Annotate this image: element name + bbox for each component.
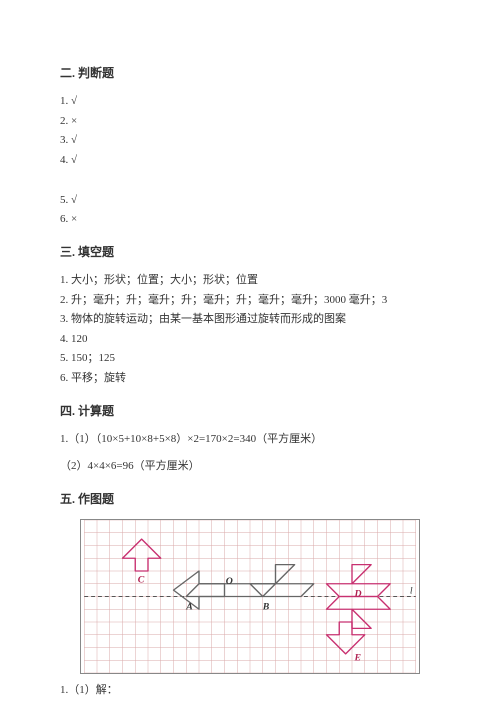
s2-item: 5. √ <box>60 192 440 210</box>
svg-text:A: A <box>185 601 193 612</box>
section3-title: 三. 填空题 <box>60 243 440 262</box>
s2-item: 2. × <box>60 113 440 131</box>
s4-line: （2）4×4×6=96（平方厘米） <box>60 458 440 476</box>
svg-text:E: E <box>354 652 362 663</box>
s2-item: 3. √ <box>60 132 440 150</box>
section4-list: 1.（1）（10×5+10×8+5×8）×2=170×2=340（平方厘米） （… <box>60 431 440 476</box>
s3-item: 5. 150；125 <box>60 350 440 368</box>
diagram-container: l C A O B D E <box>60 519 440 674</box>
section2-list-a: 1. √ 2. × 3. √ 4. √ <box>60 93 440 169</box>
s5-answer-label: 1.（1）解： <box>60 682 440 700</box>
s3-item: 6. 平移；旋转 <box>60 370 440 388</box>
section2-list-b: 5. √ 6. × <box>60 192 440 229</box>
svg-text:B: B <box>262 601 270 612</box>
spacer <box>60 172 440 192</box>
s2-item: 1. √ <box>60 93 440 111</box>
section4-title: 四. 计算题 <box>60 402 440 421</box>
section3-list: 1. 大小；形状；位置；大小；形状；位置 2. 升；毫升；升；毫升；升；毫升；升… <box>60 272 440 388</box>
svg-text:O: O <box>226 576 233 587</box>
svg-text:C: C <box>138 575 145 586</box>
s4-line: 1.（1）（10×5+10×8+5×8）×2=170×2=340（平方厘米） <box>60 431 440 449</box>
s3-item: 1. 大小；形状；位置；大小；形状；位置 <box>60 272 440 290</box>
geometry-diagram: l C A O B D E <box>80 519 420 674</box>
s2-item: 6. × <box>60 211 440 229</box>
s3-item: 4. 120 <box>60 331 440 349</box>
section2-title: 二. 判断题 <box>60 64 440 83</box>
s3-item: 3. 物体的旋转运动；由某一基本图形通过旋转而形成的图案 <box>60 311 440 329</box>
svg-text:D: D <box>354 589 362 600</box>
s3-item: 2. 升；毫升；升；毫升；升；毫升；升；毫升；毫升；3000 毫升；3 <box>60 292 440 310</box>
svg-text:l: l <box>410 586 413 597</box>
section5-title: 五. 作图题 <box>60 490 440 509</box>
s2-item: 4. √ <box>60 152 440 170</box>
